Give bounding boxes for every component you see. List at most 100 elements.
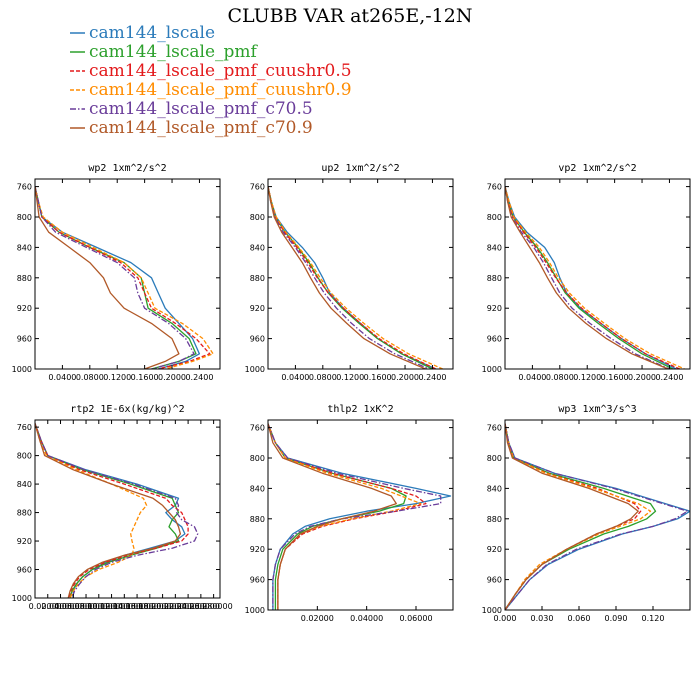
x-tick-label: 0.060 <box>568 614 591 623</box>
series-line <box>35 423 189 598</box>
y-tick-label: 1000 <box>245 606 265 615</box>
y-tick-label: 760 <box>487 183 502 192</box>
plot-frame <box>504 178 691 370</box>
y-tick-label: 880 <box>487 274 502 283</box>
series-line <box>35 423 199 598</box>
x-tick-label: 0.2400 <box>418 373 446 382</box>
x-tick-label: 0.0400 <box>48 373 76 382</box>
x-tick-label: 0.220000 <box>156 602 194 611</box>
y-tick-label: 920 <box>487 304 502 313</box>
y-tick-label: 960 <box>250 576 265 585</box>
x-tick-label: 0.120 <box>642 614 665 623</box>
series-line <box>35 186 197 369</box>
x-tick-label: 0.120000 <box>92 602 130 611</box>
x-tick-label: 0.100000 <box>80 602 118 611</box>
y-tick-label: 840 <box>250 484 265 493</box>
y-tick-label: 760 <box>17 423 32 432</box>
panel-2: up2 1xm^2/s^2 760 800 840 880 920 960 1000 0.040… <box>245 163 454 382</box>
y-tick-label: 920 <box>487 545 502 554</box>
x-tick-label: 0.200000 <box>144 602 182 611</box>
x-tick-label: 0.1600 <box>364 373 392 382</box>
series-line <box>35 423 186 598</box>
y-tick-label: 800 <box>17 452 32 461</box>
y-tick-label: 760 <box>487 424 502 433</box>
series-line <box>35 423 182 598</box>
x-tick-label: 0.030 <box>531 614 554 623</box>
panel-title: vp2 1xm^2/s^2 <box>558 163 636 174</box>
x-tick-label: 0.020000 <box>29 602 67 611</box>
y-tick-label: 840 <box>487 484 502 493</box>
x-tick-label: 0.2000 <box>628 373 656 382</box>
y-tick-label: 1000 <box>245 365 265 374</box>
x-tick-label: 0.1600 <box>131 373 159 382</box>
y-tick-label: 880 <box>250 515 265 524</box>
x-tick-label: 0.2400 <box>655 373 683 382</box>
series-line <box>35 423 180 598</box>
y-tick-label: 960 <box>17 335 32 344</box>
y-tick-label: 800 <box>250 213 265 222</box>
y-tick-label: 840 <box>17 243 32 252</box>
x-tick-label: 0.2400 <box>185 373 213 382</box>
series-line <box>505 423 690 610</box>
series-line <box>505 423 652 610</box>
x-tick-label: 0.160000 <box>118 602 156 611</box>
x-tick-label: 0.040000 <box>41 602 79 611</box>
y-tick-label: 840 <box>17 480 32 489</box>
legend-entry: cam144_lscale_pmf <box>89 42 259 62</box>
y-tick-label: 880 <box>250 274 265 283</box>
plot-frame <box>504 419 691 611</box>
y-tick-label: 960 <box>487 576 502 585</box>
series-line <box>505 186 670 369</box>
x-tick-label: 0.0800 <box>76 373 104 382</box>
x-tick-label: 0.140000 <box>105 602 143 611</box>
series-line <box>35 186 201 369</box>
panel-5: thlp2 1xK^2 760 800 840 880 920 960 1000 0.02000… <box>245 404 454 623</box>
x-tick-label: 0.090 <box>605 614 628 623</box>
series-line <box>268 423 422 610</box>
legend-entry: cam144_lscale <box>89 23 215 43</box>
series-line <box>268 186 426 369</box>
plot-frame <box>267 178 454 370</box>
series-line <box>35 186 214 369</box>
plot-frame <box>34 178 221 370</box>
y-tick-label: 760 <box>17 183 32 192</box>
series-line <box>268 423 397 610</box>
x-tick-label: 0.2000 <box>158 373 186 382</box>
y-tick-label: 1000 <box>12 594 32 603</box>
legend-entry: cam144_lscale_pmf_cuushr0.9 <box>89 80 352 100</box>
plot-frame <box>267 419 454 611</box>
y-tick-label: 880 <box>17 274 32 283</box>
y-tick-label: 1000 <box>482 606 502 615</box>
x-tick-label: 0.1600 <box>601 373 629 382</box>
series-line <box>268 186 433 369</box>
y-tick-label: 840 <box>487 243 502 252</box>
y-tick-label: 800 <box>487 213 502 222</box>
series-line <box>505 186 685 369</box>
panel-title: wp2 1xm^2/s^2 <box>88 163 166 174</box>
series-line <box>505 186 674 369</box>
y-tick-label: 840 <box>250 243 265 252</box>
x-tick-label: 0.0800 <box>546 373 574 382</box>
series-line <box>35 186 180 369</box>
x-tick-label: 0.1200 <box>103 373 131 382</box>
y-tick-label: 800 <box>17 213 32 222</box>
y-tick-label: 960 <box>487 335 502 344</box>
series-line <box>505 186 680 369</box>
x-tick-label: 0.06000 <box>399 614 432 623</box>
x-tick-label: 0.0400 <box>281 373 309 382</box>
series-line <box>505 423 639 610</box>
series-line <box>268 186 437 369</box>
figure-title: CLUBB VAR at265E,-12N <box>228 5 473 27</box>
panel-1: wp2 1xm^2/s^2 760 800 840 880 920 960 1000 0.040… <box>12 163 221 382</box>
y-tick-label: 880 <box>17 509 32 518</box>
x-tick-label: 0.0400 <box>518 373 546 382</box>
series-line <box>268 423 427 610</box>
x-tick-label: 0.0800 <box>309 373 337 382</box>
panel-title: thlp2 1xK^2 <box>327 404 393 415</box>
y-tick-label: 880 <box>487 515 502 524</box>
series-line <box>505 423 689 610</box>
plot-frame <box>34 419 221 599</box>
panel-3: vp2 1xm^2/s^2 760 800 840 880 920 960 1000 0.040… <box>482 163 691 382</box>
x-tick-label: 0.240000 <box>169 602 207 611</box>
